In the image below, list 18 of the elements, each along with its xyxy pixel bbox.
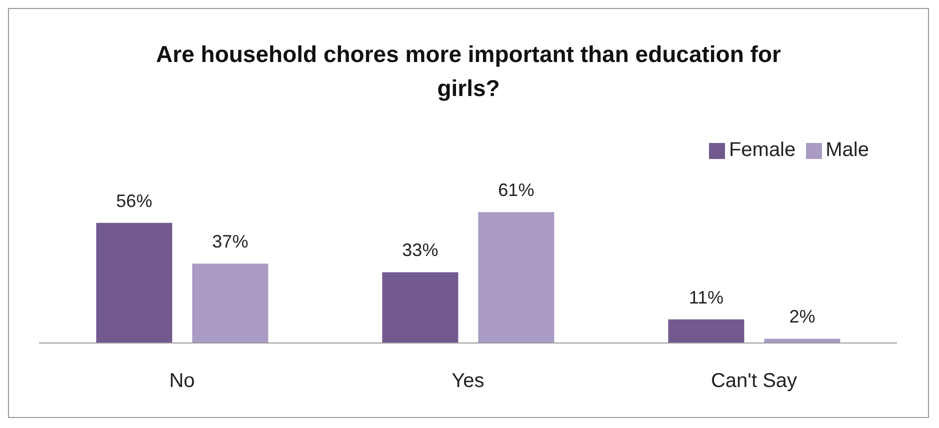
data-label: 61% — [498, 180, 534, 200]
legend-label: Male — [826, 139, 869, 161]
x-tick-label: Can't Say — [710, 370, 798, 392]
chart-title: Are household chores more important than education for girls? — [155, 40, 782, 103]
bar — [382, 272, 458, 343]
bar — [764, 338, 840, 343]
data-label: 11% — [688, 287, 724, 308]
bar — [478, 212, 554, 343]
x-tick-label: Yes — [452, 370, 484, 392]
x-tick-label: No — [169, 370, 195, 392]
bar — [96, 222, 172, 343]
bar — [192, 264, 268, 343]
data-label: 2% — [789, 306, 816, 327]
data-label: 56% — [116, 190, 152, 211]
data-label: 33% — [402, 240, 438, 260]
data-label: 37% — [212, 232, 248, 252]
bar — [668, 319, 744, 343]
legend-label: Female — [728, 139, 796, 161]
